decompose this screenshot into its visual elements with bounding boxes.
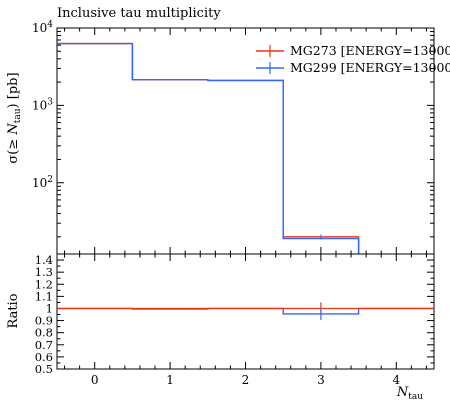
- ratio-y-ticks: 0.50.60.70.80.911.11.21.31.4: [35, 253, 434, 376]
- main-series: [57, 42, 360, 254]
- ratio-series: [57, 302, 434, 320]
- y-label-main-text: σ(≥: [6, 135, 21, 164]
- y-label-sub: tau: [13, 108, 23, 123]
- ratio-y-tick-label: 0.6: [35, 350, 53, 364]
- x-tick-label: 3: [317, 373, 325, 387]
- ratio-y-tick-label: 1.3: [35, 265, 53, 279]
- x-tick-label: 2: [242, 373, 250, 387]
- main-series-line-1: [57, 42, 360, 254]
- legend-label-mg299: MG299 [ENERGY=13000]: [290, 60, 450, 75]
- main-series-line-0: [57, 42, 360, 254]
- legend: MG273 [ENERGY=13000] MG299 [ENERGY=13000…: [256, 43, 450, 75]
- ratio-y-tick-label: 0.7: [35, 338, 53, 352]
- ratio-y-tick-label: 0.8: [35, 326, 53, 340]
- legend-label-mg273: MG273 [ENERGY=13000]: [290, 43, 450, 58]
- x-label-sub: tau: [408, 392, 423, 402]
- y-label-var: N: [6, 123, 21, 136]
- main-y-ticks: 102 103 104: [32, 20, 434, 254]
- ratio-y-tick-label: 1.2: [35, 277, 53, 291]
- y-axis-label: σ(≥ Ntau) [pb]: [6, 72, 23, 163]
- legend-entry-mg299: MG299 [ENERGY=13000]: [256, 60, 450, 75]
- ratio-y-label: Ratio: [6, 293, 21, 328]
- main-y-tick-label: 104: [32, 20, 53, 35]
- ratio-y-tick-label: 1.1: [35, 289, 53, 303]
- ratio-y-tick-label: 0.5: [35, 362, 53, 376]
- x-tick-label: 4: [392, 373, 400, 387]
- x-tick-label: 1: [166, 373, 174, 387]
- ratio-plot-frame: [56, 253, 435, 370]
- x-label-var: N: [396, 385, 409, 400]
- ratio-y-tick-label: 0.9: [35, 314, 53, 328]
- legend-entry-mg273: MG273 [ENERGY=13000]: [256, 43, 450, 58]
- y-label-tail: ) [pb]: [6, 72, 21, 108]
- chart-title: Inclusive tau multiplicity: [57, 6, 221, 21]
- x-ticks: 0 1 2 3 4: [64, 254, 427, 387]
- x-tick-label: 0: [91, 373, 99, 387]
- ratio-y-tick-label: 1.4: [35, 253, 53, 267]
- ratio-series-line-1: [57, 307, 434, 315]
- main-y-tick-label: 103: [32, 97, 53, 112]
- x-axis-label: Ntau: [396, 385, 423, 402]
- ratio-y-tick-label: 1: [46, 301, 53, 315]
- main-y-tick-label: 102: [32, 175, 53, 190]
- main-panel: 102 103 104 σ(≥ Ntau) [pb] MG273 [ENERGY=1…: [6, 20, 450, 255]
